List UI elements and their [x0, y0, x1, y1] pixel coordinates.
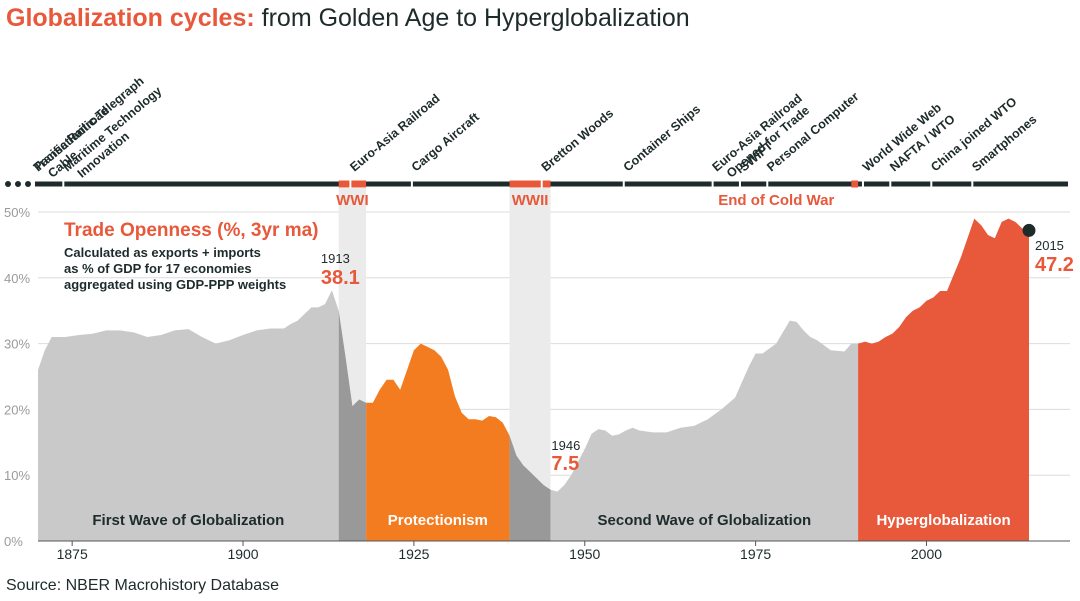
- phase-label-first-wave: First Wave of Globalization: [92, 512, 284, 529]
- phase-label-protectionism: Protectionism: [388, 512, 488, 529]
- annotation-value-1913: 38.1: [321, 267, 360, 289]
- phase-label-hyperglobalization: Hyperglobalization: [876, 512, 1010, 529]
- timeline-war-wwii: [509, 180, 551, 188]
- timeline-dot: [15, 181, 21, 187]
- x-tick-label: 1875: [57, 546, 88, 562]
- chart-title-accent: Globalization cycles:: [6, 4, 255, 32]
- legend-subtitle-line: Calculated as exports + imports: [64, 245, 261, 260]
- legend-subtitle-line: aggregated using GDP-PPP weights: [64, 277, 286, 292]
- source-note: Source: NBER Macrohistory Database: [6, 577, 279, 594]
- axes: 0% 10% 20% 30% 40% 50% 1875 1900 1925 1950 1975 200…: [4, 205, 1070, 562]
- y-tick-label: 50%: [4, 205, 30, 220]
- annotation-year-1913: 1913: [321, 251, 350, 266]
- annotation-year-1946: 1946: [551, 438, 580, 453]
- y-tick-label: 30%: [4, 337, 30, 352]
- chart-legend: Trade Openness (%, 3yr ma) Calculated as …: [64, 220, 319, 292]
- chart-title: Globalization cycles: from Golden Age to…: [6, 4, 690, 33]
- annotation-point-2015: [1022, 223, 1036, 237]
- area-first-wave: [38, 290, 339, 541]
- area-wwi: [338, 310, 367, 541]
- war-label-wwi: WWI: [336, 192, 368, 209]
- event-timeline: WWI WWII End of Cold War: [5, 180, 1068, 209]
- y-tick-label: 0%: [4, 534, 23, 549]
- x-tick-label: 1975: [740, 546, 771, 562]
- annotation-year-2015: 2015: [1035, 238, 1064, 253]
- area-wwii: [509, 435, 551, 541]
- area-series: [38, 218, 1029, 541]
- area-second-wave: [550, 320, 859, 541]
- timeline-war-wwi: [338, 180, 367, 188]
- x-tick-label: 2000: [911, 546, 942, 562]
- event-label-line: Container Ships: [621, 102, 703, 174]
- phase-labels: First Wave of Globalization Protectionism…: [92, 512, 1010, 529]
- x-tick-label: 1925: [398, 546, 429, 562]
- event-label-line: Bretton Woods: [539, 106, 616, 174]
- x-tick-label: 1950: [569, 546, 600, 562]
- x-tick-label: 1900: [227, 546, 258, 562]
- war-label-wwii: WWII: [512, 192, 549, 209]
- event-label: Bretton Woods: [539, 106, 616, 174]
- phase-label-second-wave: Second Wave of Globalization: [598, 512, 812, 529]
- annotation-value-2015: 47.2: [1035, 254, 1074, 276]
- timeline-dot: [25, 181, 31, 187]
- legend-subtitle-line: as % of GDP for 17 economies: [64, 261, 252, 276]
- area-hyperglobalization: [858, 218, 1029, 541]
- annotation-value-1946: 7.5: [551, 453, 579, 475]
- event-label: Container Ships: [621, 102, 703, 174]
- area-protectionism: [366, 343, 510, 541]
- war-label-end-of-cold-war: End of Cold War: [718, 192, 834, 209]
- legend-title: Trade Openness (%, 3yr ma): [64, 220, 319, 241]
- y-tick-label: 10%: [4, 468, 30, 483]
- y-tick-label: 20%: [4, 402, 30, 417]
- chart-title-rest: from Golden Age to Hyperglobalization: [261, 4, 690, 32]
- timeline-dot: [5, 181, 11, 187]
- y-tick-label: 40%: [4, 271, 30, 286]
- timeline-war-end-of-cold-war: [851, 180, 859, 188]
